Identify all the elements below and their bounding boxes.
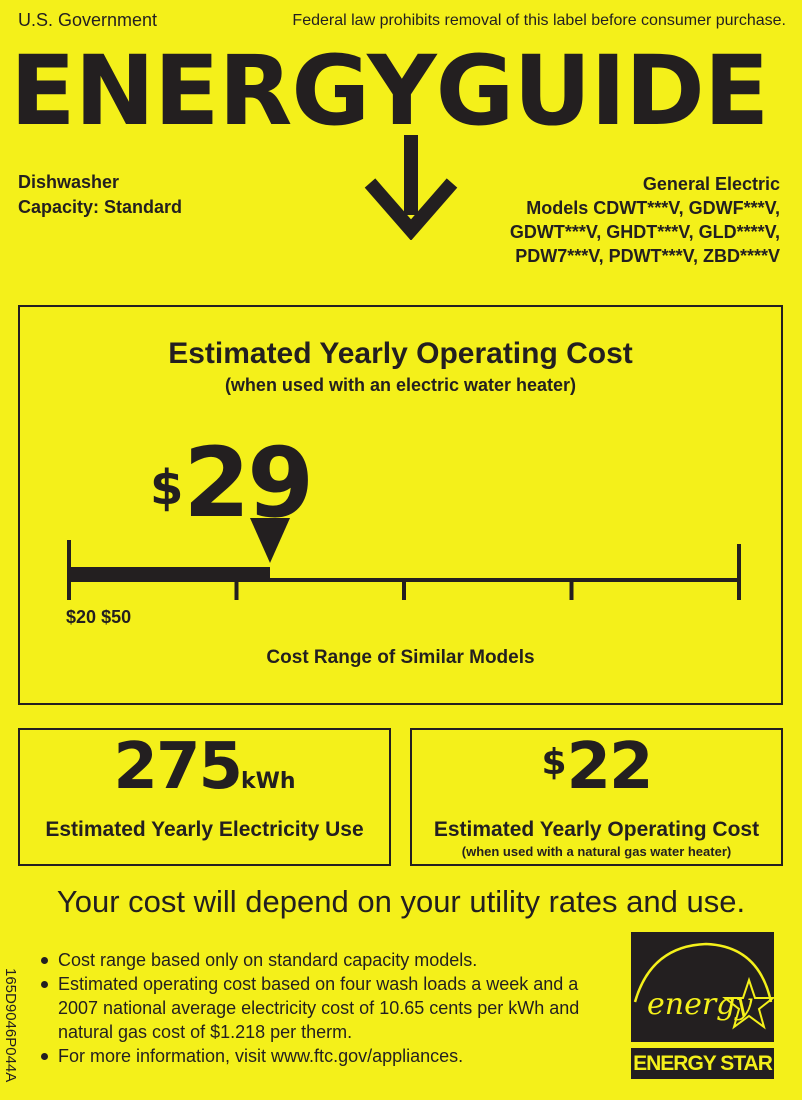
cost-title: Estimated Yearly Operating Cost [168, 337, 633, 370]
note-item: Estimated operating cost based on four w… [38, 972, 608, 1044]
range-min-label: $20 [66, 607, 97, 627]
energy-star-logo: energy ENERGY STAR [631, 932, 774, 1079]
product-type: Dishwasher [18, 172, 120, 192]
svg-text:energy: energy [647, 987, 753, 1022]
energy-star-label: ENERGY STAR [631, 1048, 774, 1079]
electricity-value: 275kWh [113, 730, 296, 804]
capacity: Capacity: Standard [18, 197, 183, 217]
disclaimer: Your cost will depend on your utility ra… [56, 884, 746, 919]
cost-subtitle: (when used with an electric water heater… [224, 375, 577, 395]
note-item: Cost range based only on standard capaci… [38, 948, 608, 972]
gas-cost-label: Estimated Yearly Operating Cost [433, 818, 760, 841]
government-label: U.S. Government [18, 10, 158, 30]
models-line: GDWT***V, GHDT***V, GLD****V, [509, 222, 780, 242]
range-max-label: $50 [101, 607, 132, 627]
models-line: PDW7***V, PDWT***V, ZBD****V [515, 246, 780, 266]
brand: General Electric [642, 174, 780, 194]
energy-star-icon: energy [631, 932, 774, 1042]
gas-cost-panel: $22 Estimated Yearly Operating Cost (whe… [410, 728, 783, 866]
electric-cost-panel: Estimated Yearly Operating Cost (when us… [18, 305, 783, 705]
arrow-down-icon [364, 135, 458, 240]
gas-cost-sublabel: (when used with a natural gas water heat… [461, 844, 732, 859]
scale-fill-bar [69, 567, 270, 580]
models-line: Models CDWT***V, GDWF***V, [526, 198, 780, 218]
note-item: For more information, visit www.ftc.gov/… [38, 1044, 608, 1068]
notes-list: Cost range based only on standard capaci… [38, 948, 608, 1068]
range-labels: $20 $50 [66, 607, 131, 628]
label-code: 165D9046P044A [2, 968, 19, 1083]
gas-cost-value: $22 [541, 730, 653, 804]
electricity-label: Estimated Yearly Electricity Use [45, 818, 364, 841]
cost-marker-triangle [250, 518, 290, 563]
cost-range-scale [67, 518, 741, 600]
electricity-use-panel: 275kWh Estimated Yearly Electricity Use [18, 728, 391, 866]
removal-notice: Federal law prohibits removal of this la… [292, 12, 786, 29]
cost-value: $29 [150, 427, 314, 539]
page-title: ENERGYGUIDE [10, 35, 769, 147]
range-caption: Cost Range of Similar Models [266, 647, 535, 668]
